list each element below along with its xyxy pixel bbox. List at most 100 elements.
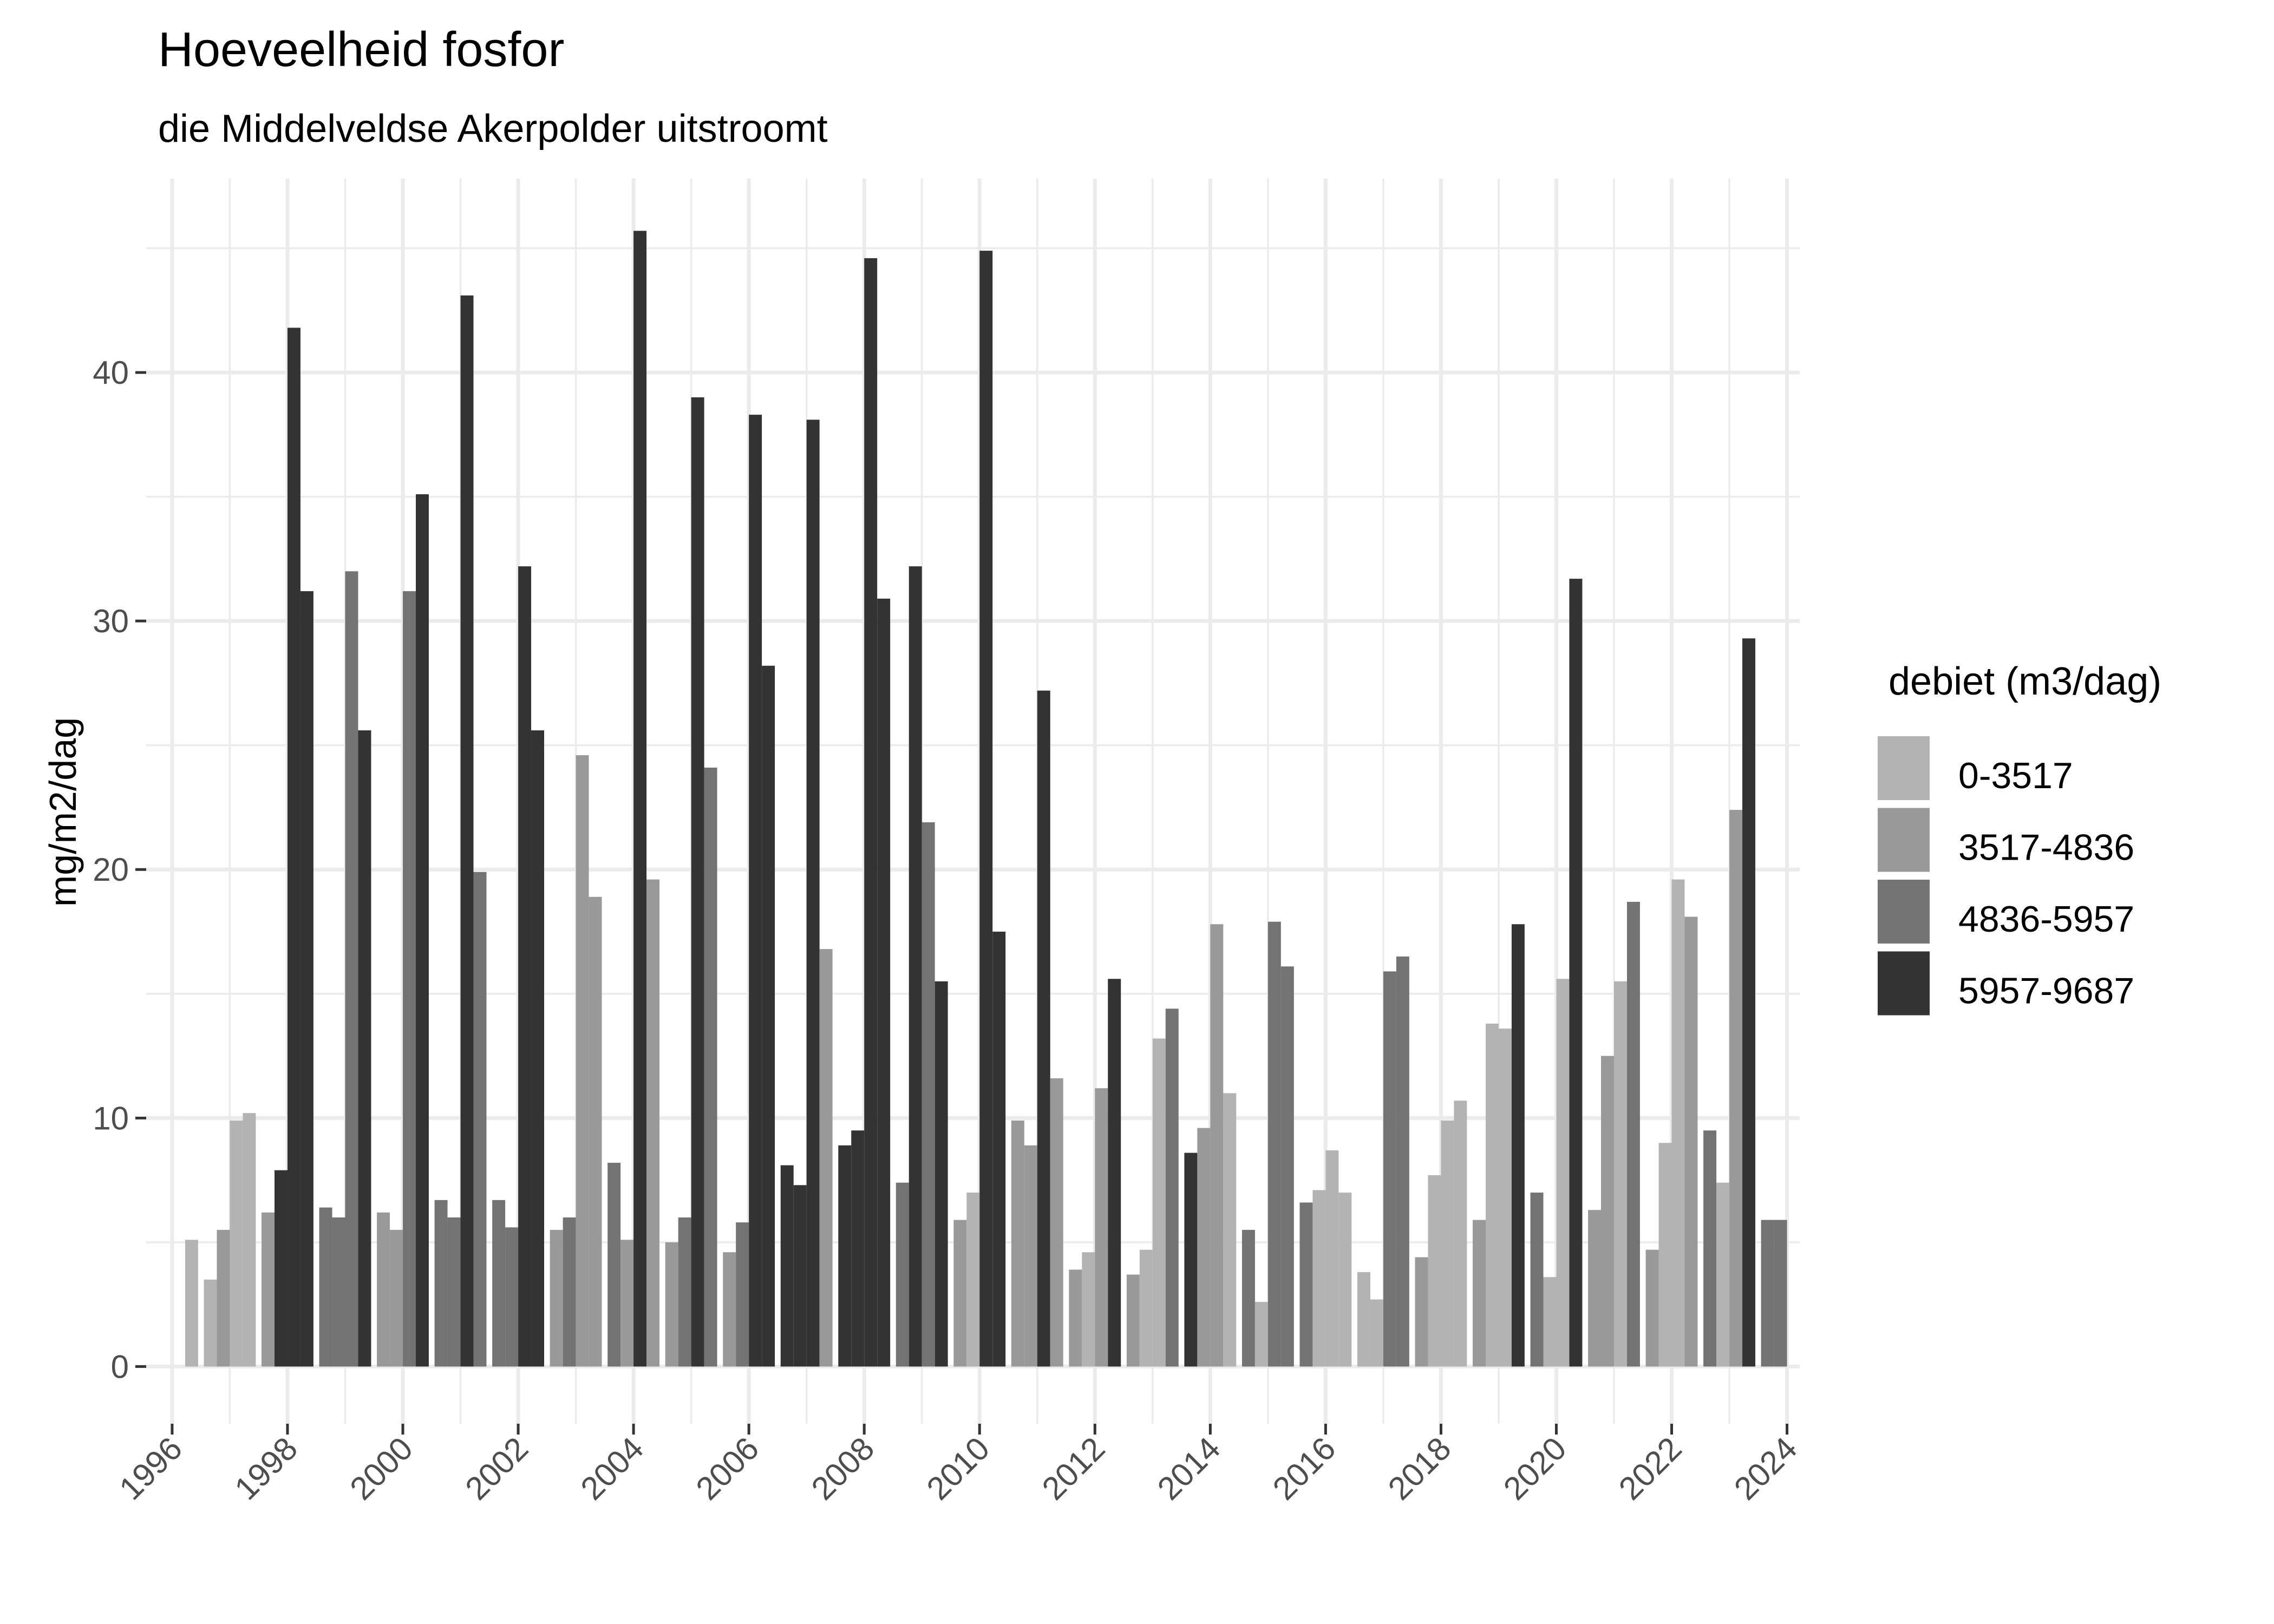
bar xyxy=(1511,924,1525,1367)
bar xyxy=(345,571,358,1367)
bar xyxy=(1139,1249,1153,1367)
x-tick-label: 2014 xyxy=(1151,1430,1227,1507)
x-tick-label: 2020 xyxy=(1497,1430,1573,1507)
bar xyxy=(1165,1009,1179,1367)
bar xyxy=(1671,879,1685,1367)
bar xyxy=(691,397,704,1367)
bar xyxy=(1312,1190,1326,1367)
legend-label: 3517-4836 xyxy=(1958,827,2134,868)
bar xyxy=(1428,1175,1441,1367)
bar xyxy=(838,1145,852,1367)
bar xyxy=(447,1217,461,1367)
bar xyxy=(1069,1269,1082,1367)
legend-key xyxy=(1878,736,1930,800)
bar xyxy=(332,1217,345,1367)
legend: debiet (m3/dag) 0-3517 3517-4836 4836-5957… xyxy=(1878,660,2161,1016)
bar xyxy=(1703,1130,1717,1367)
bar xyxy=(1588,1210,1602,1367)
bar xyxy=(563,1217,576,1367)
x-tick-label: 2004 xyxy=(574,1430,651,1507)
bar xyxy=(992,932,1006,1367)
bar xyxy=(589,896,602,1367)
bar xyxy=(1761,1220,1774,1367)
bar xyxy=(1050,1078,1063,1367)
bar xyxy=(1684,916,1698,1367)
x-tick-label: 1998 xyxy=(227,1430,304,1507)
bar xyxy=(1357,1272,1370,1367)
bar xyxy=(1742,638,1755,1367)
y-tick-label: 20 xyxy=(93,852,129,888)
x-tick-label: 2012 xyxy=(1035,1430,1112,1507)
bar xyxy=(550,1229,563,1367)
x-tick-label: 2022 xyxy=(1612,1430,1689,1507)
bar xyxy=(704,768,717,1367)
bar xyxy=(1338,1193,1352,1367)
bar xyxy=(749,415,762,1367)
bar xyxy=(518,566,532,1367)
bar xyxy=(966,1193,980,1367)
bar xyxy=(1011,1120,1024,1367)
bar xyxy=(1601,1056,1614,1367)
bar xyxy=(1370,1299,1383,1367)
y-tick-label: 10 xyxy=(93,1100,129,1136)
bar xyxy=(403,591,416,1367)
bar xyxy=(633,231,647,1367)
bar xyxy=(505,1227,519,1367)
bar xyxy=(953,1220,967,1367)
bar xyxy=(1241,1229,1255,1367)
bar xyxy=(415,494,429,1367)
legend-label: 4836-5957 xyxy=(1958,899,2134,940)
bar xyxy=(793,1185,807,1367)
bar xyxy=(1267,921,1281,1367)
bar xyxy=(185,1240,198,1367)
bar xyxy=(819,949,833,1367)
bar xyxy=(1024,1145,1037,1367)
bar xyxy=(665,1242,678,1367)
bar xyxy=(275,1170,287,1367)
bar xyxy=(1498,1029,1512,1367)
bar xyxy=(1473,1220,1486,1367)
bar xyxy=(358,730,371,1367)
bar xyxy=(1152,1038,1166,1367)
bar xyxy=(460,295,474,1367)
bar xyxy=(1626,901,1640,1367)
bar xyxy=(576,755,589,1367)
bar xyxy=(1108,979,1121,1367)
x-tick-label: 2018 xyxy=(1381,1430,1458,1507)
legend-title: debiet (m3/dag) xyxy=(1889,660,2161,703)
bar xyxy=(1126,1274,1140,1367)
y-tick-label: 0 xyxy=(111,1348,129,1385)
bar xyxy=(434,1200,448,1367)
x-tick-label: 2010 xyxy=(920,1430,997,1507)
bar xyxy=(620,1240,634,1367)
x-tick-label: 2024 xyxy=(1727,1430,1804,1507)
bar xyxy=(909,566,922,1367)
bar xyxy=(896,1182,909,1367)
bar xyxy=(287,328,300,1367)
legend-label: 5957-9687 xyxy=(1958,971,2134,1012)
bar xyxy=(1396,956,1409,1367)
bar xyxy=(300,591,313,1367)
bar xyxy=(1658,1143,1672,1367)
bar xyxy=(678,1217,691,1367)
legend-key xyxy=(1878,808,1930,872)
bar xyxy=(204,1279,217,1367)
y-tick-label: 30 xyxy=(93,603,129,639)
x-tick-label: 2016 xyxy=(1266,1430,1343,1507)
bar xyxy=(1184,1152,1198,1367)
bar xyxy=(780,1165,794,1367)
bar xyxy=(1210,924,1224,1367)
bar xyxy=(877,598,891,1367)
bar xyxy=(1569,579,1583,1367)
bar xyxy=(979,251,993,1367)
bar xyxy=(646,879,660,1367)
bar xyxy=(1223,1093,1237,1367)
y-tick-label: 40 xyxy=(93,355,129,391)
legend-key xyxy=(1878,951,1930,1016)
bar xyxy=(390,1229,403,1367)
bar xyxy=(1415,1257,1428,1367)
chart-subtitle: die Middelveldse Akerpolder uitstroomt xyxy=(158,107,828,150)
bar xyxy=(723,1252,736,1367)
bar xyxy=(217,1229,230,1367)
